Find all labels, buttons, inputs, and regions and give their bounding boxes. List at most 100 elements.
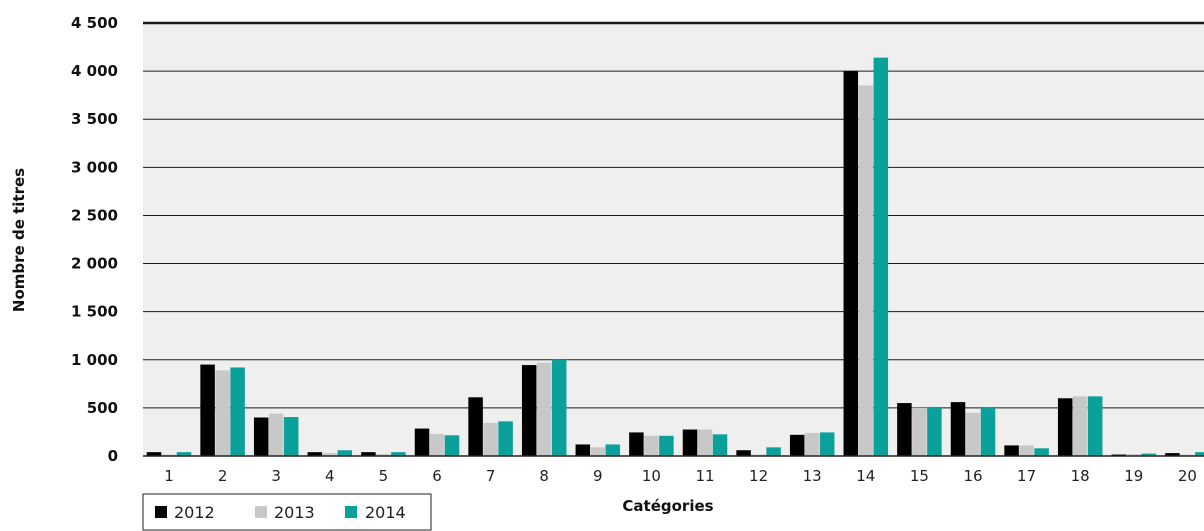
bar-2014-cat-7 [498,421,513,456]
bar-2012-cat-12 [736,450,751,456]
bar-2012-cat-4 [307,452,323,456]
bar-2013-cat-3 [268,413,284,456]
x-tick-label: 1 [164,467,174,485]
bar-2012-cat-10 [629,432,644,456]
bar-2012-cat-15 [897,403,912,456]
legend-label-2013: 2013 [274,503,315,522]
bar-2013-cat-6 [429,433,445,456]
y-tick-label: 1 000 [71,351,118,369]
y-tick-labels: 0 500 1 000 1 500 2 000 2 500 3 000 3 500 4 000 4… [71,14,118,465]
bar-2013-cat-13 [804,432,820,456]
legend-box [142,493,432,531]
x-tick-label: 13 [803,467,822,485]
x-tick-label: 11 [695,467,714,485]
bar-2014-cat-11 [712,434,728,456]
bar-2013-cat-19 [1126,454,1142,456]
bar-2014-cat-19 [1141,453,1157,456]
bar-2014-cat-14 [873,57,889,456]
x-tick-label: 10 [642,467,661,485]
bar-2014-cat-16 [980,407,996,456]
plot-background [143,23,1204,456]
bar-2013-cat-5 [376,454,391,456]
y-tick-label: 500 [87,399,118,417]
x-axis-title: Catégories [622,497,713,515]
x-tick-labels: 1 2 3 4 5 6 7 8 9 10 11 12 13 14 15 16 17 18 19 20 [164,467,1197,485]
x-tick-label: 19 [1124,467,1143,485]
gridlines [143,21,1204,409]
bar-2012-cat-5 [361,452,376,456]
bar-2013-cat-16 [965,412,981,456]
bars [146,57,1204,457]
bar-2012-cat-20 [1165,453,1180,456]
bar-2013-cat-11 [697,429,713,456]
bar-2014-cat-2 [230,367,245,456]
bar-2014-cat-18 [1087,396,1103,456]
bar-2013-cat-8 [536,362,552,456]
bar-2012-cat-9 [575,444,591,456]
bar-2013-cat-7 [483,422,498,456]
x-tick-label: 5 [379,467,389,485]
bar-2014-cat-5 [391,452,406,456]
y-tick-label: 0 [108,447,118,465]
legend-swatch-2012 [155,506,167,518]
y-tick-label: 2 500 [71,206,118,224]
x-tick-label: 20 [1178,467,1197,485]
bar-2014-cat-8 [551,359,567,456]
y-tick-label: 2 000 [71,255,118,273]
bar-2014-cat-17 [1034,448,1049,456]
bar-2012-cat-16 [950,402,966,456]
y-tick-label: 4 000 [71,62,118,80]
x-tick-label: 7 [486,467,496,485]
bar-2014-cat-6 [444,435,460,456]
x-tick-label: 9 [593,467,603,485]
x-tick-label: 14 [856,467,875,485]
legend-label-2012: 2012 [174,503,215,522]
bar-2013-cat-9 [590,447,606,456]
bar-2014-cat-12 [766,447,781,456]
bar-2013-cat-10 [644,435,659,456]
y-tick-label: 4 500 [71,14,118,32]
x-tick-label: 18 [1071,467,1090,485]
bar-2013-cat-2 [215,370,230,456]
bar-2013-cat-4 [322,453,338,456]
bar-2012-cat-6 [414,428,430,456]
bar-2012-cat-14 [843,71,859,456]
bar-2014-cat-9 [605,444,621,456]
x-tick-label: 12 [749,467,768,485]
bar-2013-cat-14 [858,85,874,457]
bar-2014-cat-13 [819,432,835,456]
legend: 2012 2013 2014 [142,493,432,531]
bar-2012-cat-7 [468,397,483,456]
x-tick-label: 8 [539,467,549,485]
bar-2012-cat-8 [521,365,537,456]
bar-2014-cat-1 [176,452,192,456]
bar-2012-cat-17 [1004,445,1019,456]
bar-2012-cat-2 [200,364,215,456]
y-axis-title: Nombre de titres [10,168,28,312]
legend-swatch-2013 [255,506,267,518]
legend-label-2014: 2014 [365,503,406,522]
x-tick-label: 16 [963,467,982,485]
y-tick-label: 3 500 [71,110,118,128]
bar-2012-cat-3 [253,417,269,456]
x-tick-label: 2 [218,467,228,485]
bar-2013-cat-17 [1019,445,1034,456]
x-tick-label: 15 [910,467,929,485]
y-tick-label: 1 500 [71,303,118,321]
bar-2013-cat-15 [912,407,927,456]
x-tick-label: 17 [1017,467,1036,485]
legend-swatch-2014 [345,506,357,518]
bar-2014-cat-10 [659,435,674,456]
bar-2014-cat-15 [927,406,942,456]
x-tick-label: 4 [325,467,335,485]
bar-2013-cat-18 [1072,396,1088,456]
x-tick-label: 6 [432,467,442,485]
y-tick-label: 3 000 [71,158,118,176]
bar-2012-cat-13 [789,434,805,456]
bar-2012-cat-18 [1057,398,1073,456]
x-tick-label: 3 [271,467,281,485]
bar-2012-cat-11 [682,429,698,456]
bar-2014-cat-20 [1195,452,1204,456]
bar-2012-cat-1 [146,452,162,456]
bar-2014-cat-4 [337,450,353,456]
